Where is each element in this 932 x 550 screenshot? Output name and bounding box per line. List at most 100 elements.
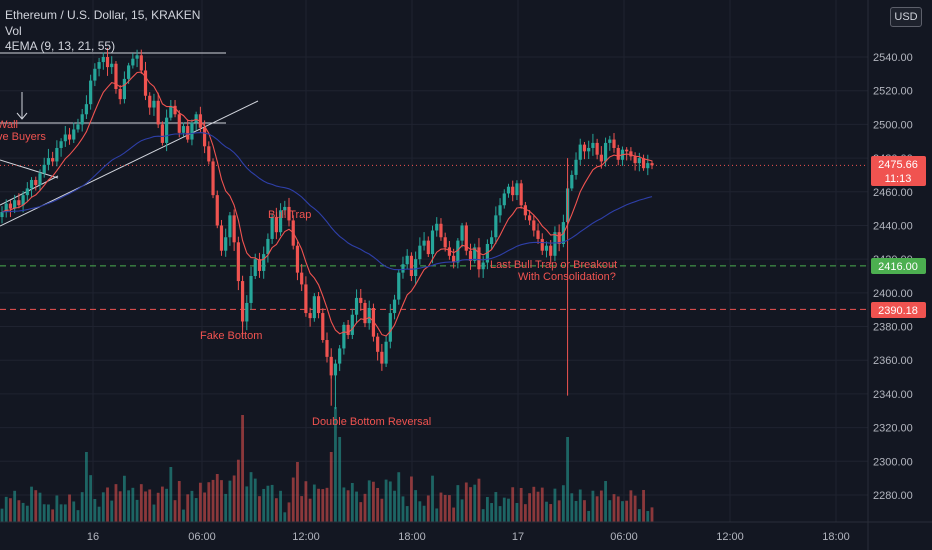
volume-bar — [308, 498, 312, 522]
candle-body — [262, 254, 266, 271]
green-level-badge: 2416.00 — [871, 258, 926, 274]
volume-bar — [106, 487, 109, 522]
volume-bar — [334, 407, 337, 522]
fake-bottom-annotation: Fake Bottom — [200, 330, 262, 342]
volume-bar — [561, 485, 565, 522]
candle-body — [452, 255, 456, 263]
candle-body — [468, 250, 473, 261]
volume-bar — [515, 503, 519, 522]
ema-indicator-label[interactable]: 4EMA (9, 13, 21, 55) — [5, 39, 116, 53]
candle-body — [422, 240, 426, 246]
volume-bar — [523, 504, 527, 522]
volume-bar — [13, 490, 17, 522]
last-bull-trap-annotation: Last Bull Trap or Breakout — [490, 259, 617, 271]
volume-bar — [93, 498, 97, 522]
candle-body — [51, 158, 55, 162]
candle-body — [578, 144, 582, 160]
volume-bar — [418, 501, 422, 522]
volume-bar — [266, 485, 270, 522]
time-tick-label: 18:00 — [398, 531, 426, 543]
volume-bar — [101, 492, 105, 522]
volume-bar — [224, 493, 228, 522]
candle-body — [477, 247, 481, 270]
candle-body — [228, 215, 232, 238]
candle-body — [202, 127, 207, 147]
volume-bar — [481, 509, 485, 522]
volume-bar — [410, 476, 413, 522]
volume-bar — [452, 507, 456, 522]
time-axis[interactable]: 16 06:00 12:00 18:00 17 06:00 12:00 18:00 — [0, 521, 932, 543]
candle-body — [456, 240, 460, 263]
volume-bar — [329, 452, 333, 522]
volume-bar — [169, 467, 173, 522]
candle-body — [148, 95, 152, 108]
volume-bar — [232, 475, 236, 522]
red-level-badge: 2390.18 — [871, 302, 926, 318]
volume-bar — [536, 491, 540, 522]
volume-bar — [612, 494, 616, 522]
volume-bar — [59, 504, 63, 522]
volume-bar — [642, 489, 645, 522]
volume-bar — [241, 415, 244, 522]
candle-body — [549, 245, 553, 256]
candle-body — [295, 245, 300, 273]
candle-body — [557, 232, 561, 244]
candle-body — [418, 245, 422, 260]
candle-body — [300, 272, 304, 285]
candle-body — [110, 63, 114, 68]
consolidation-annotation: With Consolidation? — [518, 271, 616, 283]
volume-bar — [123, 475, 126, 522]
volume-bar — [173, 500, 177, 522]
volume-bar — [258, 496, 261, 522]
volume-indicator-label[interactable]: Vol — [5, 23, 22, 38]
volume-bar — [186, 494, 190, 522]
candle-body — [139, 55, 143, 71]
price-axis[interactable]: 2540.002520.002500.002480.002460.002440.… — [867, 0, 913, 550]
candle-body — [371, 308, 376, 337]
volume-bar — [97, 506, 101, 522]
candle-body — [283, 206, 287, 211]
volume-bar — [194, 498, 198, 522]
currency-button[interactable]: USD — [890, 7, 922, 27]
ema-slow-line — [1, 132, 653, 271]
volume-bar — [477, 478, 481, 522]
volume-bar — [376, 487, 380, 522]
candle-body — [350, 314, 354, 335]
volume-bar — [574, 500, 578, 522]
candle-body — [553, 232, 557, 256]
bull-trap-annotation: Bull Trap — [268, 209, 311, 221]
symbol-title[interactable]: Ethereum / U.S. Dollar, 15, KRAKEN — [5, 8, 201, 22]
candle-body — [338, 348, 342, 364]
volume-bar — [397, 472, 401, 522]
volume-bar — [30, 486, 33, 522]
candle-body — [384, 341, 388, 364]
volume-bar — [490, 503, 494, 522]
volume-bar — [367, 480, 371, 522]
candle-body — [105, 57, 110, 68]
candle-body — [72, 129, 76, 140]
price-levels — [0, 164, 868, 310]
candle-body — [42, 164, 46, 174]
candle-body — [527, 215, 532, 221]
candle-body — [249, 276, 253, 303]
volume-bar — [431, 475, 434, 522]
volume-bar — [156, 492, 160, 522]
volume-bar — [160, 486, 164, 522]
volume-bar — [135, 499, 139, 522]
triangle-upper-line — [0, 159, 59, 179]
buyers-annotation: ve Buyers — [0, 131, 46, 143]
candle-body — [89, 80, 93, 105]
candle-body — [266, 238, 270, 255]
ema-fast-line — [1, 71, 653, 337]
price-tick-label: 2340.00 — [873, 389, 913, 401]
candle-body — [346, 324, 350, 335]
volume-bar — [215, 473, 219, 522]
candle-body — [257, 259, 262, 271]
candle-body — [443, 237, 447, 248]
candle-body — [523, 205, 527, 216]
candle-body — [574, 159, 578, 175]
candle-body — [80, 114, 84, 125]
volume-bar — [220, 480, 223, 522]
chart-legend: Ethereum / U.S. Dollar, 15, KRAKEN Vol 4… — [5, 8, 200, 55]
